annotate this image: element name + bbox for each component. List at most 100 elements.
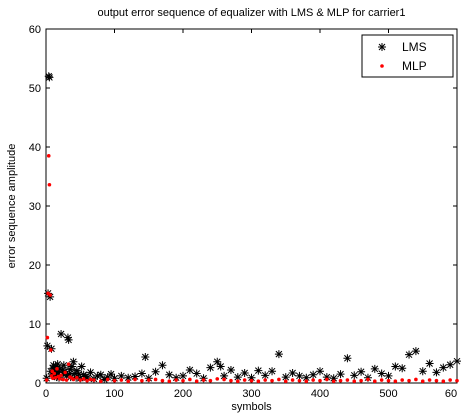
lms-point — [206, 363, 215, 372]
mlp-point — [160, 378, 165, 383]
mlp-point — [85, 378, 89, 383]
mlp-point — [331, 379, 336, 384]
mlp-point — [386, 378, 391, 383]
mlp-point — [88, 377, 93, 382]
mlp-point — [50, 369, 54, 374]
lms-point — [50, 367, 59, 376]
mlp-point — [188, 377, 192, 382]
mlp-point — [126, 379, 130, 384]
lms-point — [226, 366, 235, 375]
legend-box — [361, 34, 454, 78]
mlp-point — [318, 378, 322, 383]
mlp-point — [242, 378, 247, 382]
mlp-point — [290, 378, 295, 382]
y-tick-label: 20 — [29, 260, 41, 272]
mlp-point — [352, 379, 357, 384]
mlp-point — [59, 373, 63, 378]
x-tick-label: 0 — [43, 388, 49, 400]
y-tick-label: 50 — [29, 83, 41, 95]
x-tick-label: 200 — [174, 388, 192, 400]
mlp-point — [366, 377, 370, 382]
mlp-point — [373, 379, 377, 384]
mlp-point — [48, 293, 52, 297]
lms-point — [439, 363, 448, 372]
lms-point — [131, 372, 140, 381]
lms-point — [391, 362, 400, 371]
x-tick-label: 500 — [379, 388, 397, 400]
lms-point — [185, 366, 194, 375]
mlp-point — [455, 378, 459, 383]
lms-point — [309, 370, 318, 379]
mlp-point — [256, 379, 261, 384]
mlp-point — [44, 378, 49, 382]
lms-point — [65, 365, 74, 374]
data-marks — [42, 72, 461, 384]
lms-point — [55, 364, 64, 373]
mlp-point — [441, 379, 446, 384]
lms-point — [302, 373, 311, 382]
lms-point — [103, 373, 112, 382]
y-tick-label: 40 — [29, 142, 41, 154]
mlp-point — [61, 377, 65, 382]
lms-point — [254, 366, 263, 375]
lms-point — [425, 359, 434, 368]
mlp-point — [359, 378, 363, 383]
mlp-point — [249, 378, 254, 383]
lms-point — [63, 333, 72, 342]
lms-point — [350, 371, 359, 380]
lms-point — [179, 371, 187, 380]
mlp-point — [119, 378, 124, 382]
lms-point — [453, 357, 461, 366]
plot-area — [45, 28, 458, 384]
mlp-point — [167, 379, 172, 384]
lms-point — [107, 370, 116, 379]
series-mlp — [44, 154, 459, 384]
mlp-point — [448, 378, 452, 382]
lms-point — [74, 370, 83, 379]
mlp-point — [64, 378, 69, 382]
mlp-point — [236, 379, 240, 384]
chart-title: output error sequence of equalizer with … — [98, 7, 406, 19]
lms-point — [86, 368, 95, 377]
mlp-point — [51, 376, 55, 381]
lms-point — [220, 371, 229, 380]
lms-point — [377, 369, 386, 378]
mlp-point — [78, 378, 83, 382]
lms-point — [405, 350, 414, 359]
mlp-point — [414, 377, 418, 382]
lms-point — [398, 364, 407, 373]
mlp-point — [434, 378, 439, 383]
lms-point — [446, 360, 455, 369]
lms-point — [93, 371, 102, 380]
lms-point — [329, 374, 338, 383]
lms-point — [316, 367, 324, 376]
lms-point — [54, 368, 63, 377]
mlp-point — [75, 375, 79, 380]
mlp-point — [427, 378, 432, 382]
lms-point — [411, 347, 420, 356]
mlp-point — [47, 182, 52, 187]
x-tick-label: 60 — [445, 388, 457, 400]
mlp-point — [63, 370, 67, 375]
mlp-point — [133, 377, 137, 382]
y-tick-label: 0 — [35, 378, 41, 390]
lms-point — [64, 335, 73, 344]
mlp-point — [105, 377, 110, 382]
lms-point — [53, 360, 62, 369]
mlp-point — [66, 362, 71, 366]
y-axis-title: error sequence amplitude — [6, 144, 18, 269]
lms-point — [43, 341, 52, 350]
mlp-point — [208, 378, 213, 383]
lms-point — [240, 368, 249, 377]
mlp-point — [311, 378, 315, 382]
mlp-point — [45, 335, 50, 340]
legend: LMS MLP — [361, 34, 454, 78]
lms-point — [72, 366, 81, 375]
lms-point — [158, 361, 167, 370]
lms-point — [281, 373, 290, 382]
lms-point — [65, 370, 74, 379]
lms-point — [59, 361, 68, 370]
mlp-point — [407, 378, 411, 383]
x-tick-label: 100 — [105, 388, 123, 400]
